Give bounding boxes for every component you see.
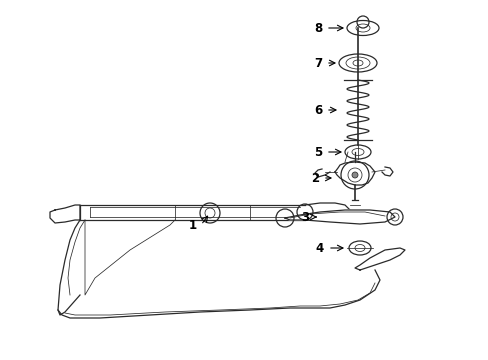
Text: 5: 5 [313, 145, 322, 158]
Polygon shape [285, 210, 394, 224]
Text: 6: 6 [313, 104, 322, 117]
Polygon shape [85, 220, 175, 295]
Polygon shape [334, 162, 374, 185]
Text: 2: 2 [310, 171, 318, 185]
Text: 4: 4 [315, 242, 324, 255]
Circle shape [351, 172, 357, 178]
Text: 1: 1 [188, 219, 197, 231]
Text: 7: 7 [313, 57, 322, 69]
Text: 8: 8 [313, 22, 322, 35]
Text: 3: 3 [300, 211, 308, 224]
